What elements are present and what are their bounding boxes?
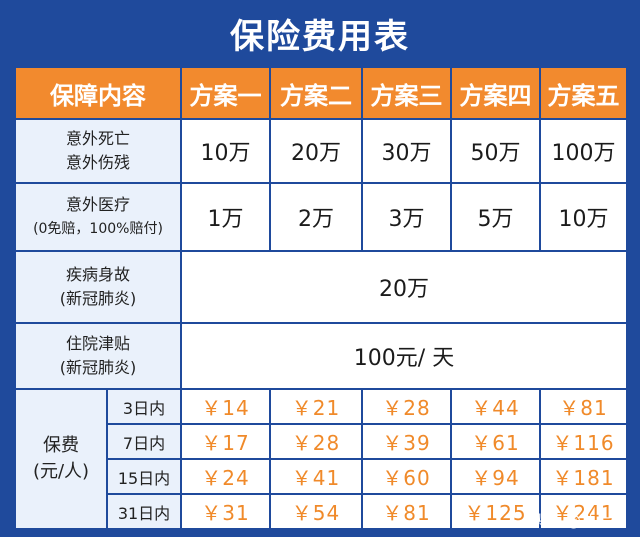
row-label-line: 意外医疗 <box>65 195 130 214</box>
fee-row: 31日内 ￥31 ￥54 ￥81 ￥125 ￥241 <box>15 493 628 530</box>
fee-row: 7日内 ￥17 ￥28 ￥39 ￥61 ￥116 <box>15 423 628 460</box>
table-row: 意外死亡 意外伤残 10万 20万 30万 50万 100万 <box>14 118 628 184</box>
row-label-line: 意外死亡 <box>65 129 130 148</box>
watermark: 头条 @拍片保 <box>531 512 626 530</box>
row-label-illness-death: 疾病身故 (新冠肺炎) <box>14 250 182 324</box>
cell-value: 20万 <box>269 118 363 184</box>
duration-label: 31日内 <box>106 493 182 530</box>
price-cell: ￥24 <box>180 458 271 495</box>
cell-value: 3万 <box>361 182 452 252</box>
cell-value: 2万 <box>269 182 363 252</box>
row-label-accident-death: 意外死亡 意外伤残 <box>14 118 182 184</box>
price-cell: ￥181 <box>539 458 628 495</box>
row-label-hospital-allowance: 住院津贴 (新冠肺炎) <box>14 322 182 390</box>
price-cell: ￥60 <box>361 458 452 495</box>
price-cell: ￥28 <box>361 388 452 425</box>
row-label-line: 意外伤残 <box>65 153 130 172</box>
header-coverage: 保障内容 <box>14 66 182 120</box>
fee-row: 保费 (元/人) 3日内 ￥14 ￥21 ￥28 ￥44 ￥81 <box>14 388 628 530</box>
header-plan-4: 方案四 <box>450 66 541 120</box>
price-cell: ￥61 <box>450 423 541 460</box>
row-label-accident-medical: 意外医疗 (0免赔，100%赔付) <box>14 182 182 252</box>
insurance-fee-table: 保障内容 方案一 方案二 方案三 方案四 方案五 意外死亡 意外伤残 10万 2… <box>14 66 628 537</box>
price-cell: ￥39 <box>361 423 452 460</box>
cell-value: 50万 <box>450 118 541 184</box>
price-cell: ￥125 <box>450 493 541 530</box>
price-cell: ￥81 <box>361 493 452 530</box>
price-cell: ￥14 <box>180 388 271 425</box>
row-label-line: (新冠肺炎) <box>59 289 137 308</box>
duration-label: 15日内 <box>106 458 182 495</box>
cell-value: 5万 <box>450 182 541 252</box>
table-row: 意外医疗 (0免赔，100%赔付) 1万 2万 3万 5万 10万 <box>14 182 628 252</box>
price-cell: ￥241 <box>539 493 628 530</box>
price-cell: ￥116 <box>539 423 628 460</box>
fee-label-line: 保费 <box>43 435 79 456</box>
duration-label: 3日内 <box>106 388 182 425</box>
header-row: 保障内容 方案一 方案二 方案三 方案四 方案五 <box>14 66 628 120</box>
price-cell: ￥94 <box>450 458 541 495</box>
price-cell: ￥28 <box>269 423 363 460</box>
price-cell: ￥81 <box>539 388 628 425</box>
price-cell: ￥21 <box>269 388 363 425</box>
fee-label-line: (元/人) <box>32 461 90 482</box>
row-label-line: 疾病身故 <box>65 265 130 284</box>
table-row: 疾病身故 (新冠肺炎) 20万 <box>14 250 628 324</box>
header-plan-3: 方案三 <box>361 66 452 120</box>
cell-merged-value: 20万 <box>180 250 628 324</box>
header-plan-1: 方案一 <box>180 66 271 120</box>
cell-value: 100万 <box>539 118 628 184</box>
duration-label: 7日内 <box>106 423 182 460</box>
page-title: 保险费用表 <box>230 16 410 57</box>
row-label-line: 住院津贴 <box>65 334 130 353</box>
price-cell: ￥44 <box>450 388 541 425</box>
fee-label: 保费 (元/人) <box>14 388 108 530</box>
fee-row: 15日内 ￥24 ￥41 ￥60 ￥94 ￥181 <box>15 458 628 495</box>
header-plan-2: 方案二 <box>269 66 363 120</box>
header-plan-5: 方案五 <box>539 66 628 120</box>
row-label-line: (0免赔，100%赔付) <box>33 221 163 237</box>
cell-value: 10万 <box>539 182 628 252</box>
row-label-line: (新冠肺炎) <box>59 358 137 377</box>
price-cell: ￥41 <box>269 458 363 495</box>
cell-merged-value: 100元/ 天 <box>180 322 628 390</box>
price-cell: ￥17 <box>180 423 271 460</box>
cell-value: 1万 <box>180 182 271 252</box>
cell-value: 30万 <box>361 118 452 184</box>
price-cell: ￥54 <box>269 493 363 530</box>
cell-value: 10万 <box>180 118 271 184</box>
table-row: 住院津贴 (新冠肺炎) 100元/ 天 <box>14 322 628 390</box>
price-cell: ￥31 <box>180 493 271 530</box>
